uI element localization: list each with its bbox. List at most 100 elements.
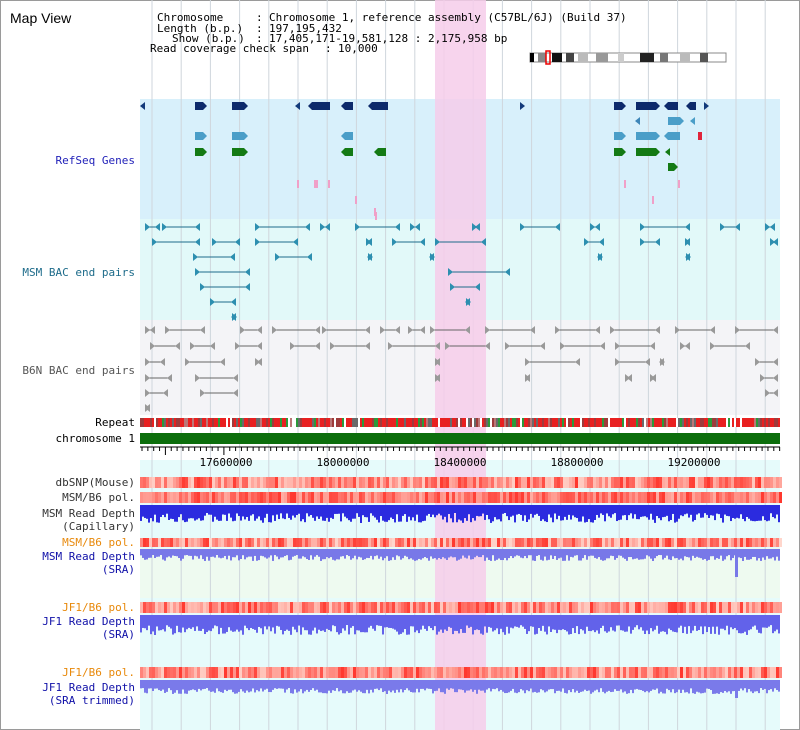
msm-b6-pol-heat-cell: [263, 492, 266, 503]
msm-depth-sra-bar: [700, 549, 702, 559]
msm-depth-sra-bar: [614, 549, 616, 560]
refseq-gene-arrow: [244, 148, 248, 156]
repeat-segment: [142, 418, 144, 427]
dbsnp-heat-cell: [167, 477, 170, 488]
jf1-depth-trimmed-bar: [746, 680, 748, 693]
msm-depth-sra-bar: [224, 549, 226, 557]
msm-b6-pol-heat-cell: [329, 492, 332, 503]
msm-depth-sra-bar: [698, 549, 700, 558]
repeat-segment: [474, 418, 476, 427]
msm-depth-sra-bar: [226, 549, 228, 560]
refseq-gene-arrow: [664, 102, 668, 110]
jf1-b6-pol-1-heat-cell: [578, 602, 581, 613]
jf1-b6-pol-1-heat-cell: [599, 602, 602, 613]
dbsnp-heat-cell: [719, 477, 722, 488]
jf1-b6-pol-2-heat-cell: [641, 667, 644, 678]
repeat-segment: [708, 418, 710, 427]
msm-depth-sra-bar: [668, 549, 670, 560]
jf1-depth-sra-bar: [578, 615, 580, 635]
msm-b6-pol-2-heat-cell: [320, 538, 323, 547]
b6n-bac-track[interactable]: [145, 326, 778, 412]
jf1-depth-trimmed-bar: [588, 680, 590, 691]
b6n-bac-end: [560, 342, 565, 350]
msm-b6-pol-heat-cell: [494, 492, 497, 503]
jf1-b6-pol-2-heat-cell: [236, 667, 239, 678]
jf1-depth-trimmed-bar: [646, 680, 648, 692]
refseq-gene-track[interactable]: [140, 102, 709, 220]
jf1-b6-pol-1-heat-cell: [398, 602, 401, 613]
heatmap-tracks[interactable]: [140, 477, 782, 678]
repeat-segment: [292, 418, 294, 427]
info-length-value: 197,195,432: [269, 22, 342, 35]
msm-depth-capillary-bar: [202, 505, 204, 521]
jf1-depth-sra-bar: [140, 615, 142, 633]
repeat-segment: [244, 418, 246, 427]
chromosome-ideogram[interactable]: [529, 50, 727, 65]
jf1-depth-trimmed-bar: [228, 680, 230, 690]
msm-depth-capillary-bar: [348, 505, 350, 521]
msm-depth-sra-bar: [304, 549, 306, 558]
jf1-depth-sra-bar: [762, 615, 764, 628]
msm-b6-pol-heat-cell: [395, 492, 398, 503]
msm-depth-sra-bar: [742, 549, 744, 561]
jf1-depth-sra-bar: [148, 615, 150, 626]
jf1-depth-trimmed-bar: [198, 680, 200, 689]
repeat-track[interactable]: [140, 418, 780, 427]
dbsnp-heat-cell: [533, 477, 536, 488]
jf1-b6-pol-1-heat-cell: [749, 602, 752, 613]
msm-depth-capillary-bar: [756, 505, 758, 521]
dbsnp-heat-cell: [173, 477, 176, 488]
msm-bac-end: [415, 223, 420, 231]
msm-depth-capillary-bar: [532, 505, 534, 518]
read-depth-tracks[interactable]: [140, 505, 780, 698]
jf1-depth-sra-bar: [404, 615, 406, 630]
msm-b6-pol-2-heat-cell: [671, 538, 674, 547]
repeat-segment: [236, 418, 238, 427]
dbsnp-heat-cell: [497, 477, 500, 488]
msm-depth-capillary-bar: [556, 505, 558, 520]
jf1-b6-pol-1-heat-cell: [467, 602, 470, 613]
msm-depth-sra-bar: [732, 549, 734, 558]
jf1-depth-sra-bar: [358, 615, 360, 631]
chromosome-bar-track[interactable]: [140, 433, 780, 444]
jf1-depth-trimmed-bar: [236, 680, 238, 694]
jf1-depth-trimmed-bar: [548, 680, 550, 690]
msm-depth-sra-bar: [156, 549, 158, 557]
msm-depth-capillary-bar: [262, 505, 264, 523]
msm-depth-sra-bar: [400, 549, 402, 560]
msm-depth-capillary-bar: [474, 505, 476, 521]
msm-depth-sra-bar: [296, 549, 298, 556]
jf1-depth-trimmed-bar: [658, 680, 660, 694]
jf1-depth-trimmed-bar: [538, 680, 540, 693]
refseq-gene: [690, 102, 696, 110]
jf1-b6-pol-1-heat-cell: [332, 602, 335, 613]
msm-bac-end: [640, 238, 645, 246]
jf1-depth-trimmed-bar: [318, 680, 320, 693]
label-refseq-genes: RefSeq Genes: [55, 154, 135, 167]
jf1-b6-pol-1-heat-cell: [563, 602, 566, 613]
msm-depth-capillary-bar: [180, 505, 182, 515]
b6n-bac-end: [195, 374, 200, 382]
msm-b6-pol-2-heat-cell: [713, 538, 716, 547]
jf1-depth-trimmed-bar: [168, 680, 170, 689]
msm-b6-pol-heat-cell: [239, 492, 242, 503]
jf1-b6-pol-2-heat-cell: [419, 667, 422, 678]
axis-tick-label: 19200000: [668, 456, 721, 469]
jf1-depth-trimmed-bar: [536, 680, 538, 693]
msm-bac-track[interactable]: [145, 223, 778, 321]
msm-b6-pol-heat-cell: [470, 492, 473, 503]
repeat-segment: [712, 418, 714, 427]
jf1-depth-sra-bar: [728, 615, 730, 635]
jf1-depth-sra-bar: [680, 615, 682, 626]
dbsnp-heat-cell: [281, 477, 284, 488]
msm-depth-sra-bar: [568, 549, 570, 561]
jf1-b6-pol-1-heat-cell: [689, 602, 692, 613]
msm-depth-capillary-bar: [536, 505, 538, 514]
jf1-b6-pol-2-heat-cell: [326, 667, 329, 678]
jf1-depth-sra-bar: [776, 615, 778, 630]
msm-depth-sra-bar: [380, 549, 382, 557]
msm-b6-pol-2-heat-cell: [659, 538, 662, 547]
repeat-segment: [502, 418, 504, 427]
msm-depth-sra-bar: [494, 549, 496, 561]
msm-depth-capillary-bar: [222, 505, 224, 515]
